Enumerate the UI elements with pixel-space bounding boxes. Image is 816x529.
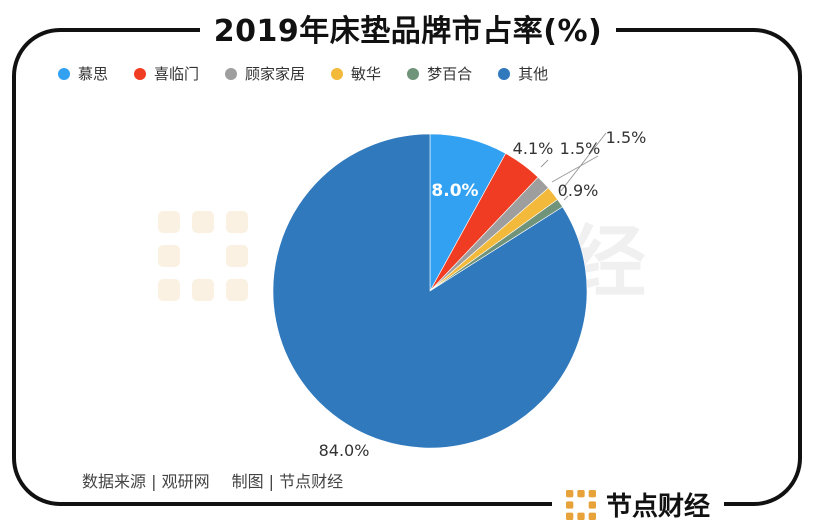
legend: 慕思 喜临门 顾家家居 敏华 梦百合 其他 [58, 63, 548, 84]
legend-dot-4 [407, 67, 420, 80]
brand-footer: 节点财经 [552, 486, 725, 523]
brand-logo-icon [566, 489, 596, 520]
data-label-2: 1.5% [560, 139, 601, 158]
legend-dot-1 [134, 67, 147, 80]
pie-data-labels: 8.0% 4.1% 1.5% 1.5% 0.9% 84.0% [319, 128, 647, 460]
leader-line-1 [540, 159, 549, 168]
data-source: 数据来源 | 观研网 [82, 472, 210, 491]
data-label-1: 4.1% [513, 139, 554, 158]
legend-item-1: 喜临门 [134, 63, 199, 84]
watermark-logo-icon [158, 211, 248, 301]
legend-item-5: 其他 [498, 63, 548, 84]
legend-label-4: 梦百合 [427, 65, 473, 83]
legend-dot-5 [498, 67, 511, 80]
data-label-5: 84.0% [319, 441, 370, 460]
data-label-4: 0.9% [558, 181, 599, 200]
legend-label-0: 慕思 [78, 65, 109, 83]
data-label-3: 1.5% [606, 128, 647, 147]
legend-item-0: 慕思 [58, 63, 108, 84]
legend-label-5: 其他 [518, 65, 549, 83]
leader-line-2 [551, 155, 599, 183]
brand-name: 节点财经 [606, 492, 711, 522]
leader-line-4 [563, 195, 569, 201]
pie-slices [272, 133, 588, 449]
pie-leader-lines [540, 132, 607, 201]
legend-item-3: 敏华 [331, 63, 381, 84]
chart-title: 2019年床垫品牌市占率(%) [199, 6, 617, 50]
legend-label-2: 顾家家居 [245, 65, 306, 83]
legend-dot-0 [58, 67, 70, 80]
legend-label-3: 敏华 [351, 65, 382, 83]
chart-title-wrap: 2019年床垫品牌市占率(%) [0, 6, 816, 50]
pie-slice-5 [272, 133, 588, 449]
legend-dot-2 [225, 67, 238, 80]
legend-item-2: 顾家家居 [225, 63, 305, 84]
legend-item-4: 梦百合 [407, 63, 472, 84]
legend-label-1: 喜临门 [154, 65, 200, 83]
chart-credit: 制图 | 节点财经 [231, 472, 344, 491]
source-line: 数据来源 | 观研网 制图 | 节点财经 [82, 468, 343, 492]
data-label-0: 8.0% [431, 181, 478, 201]
legend-dot-3 [331, 67, 344, 80]
leader-line-3 [560, 132, 607, 192]
